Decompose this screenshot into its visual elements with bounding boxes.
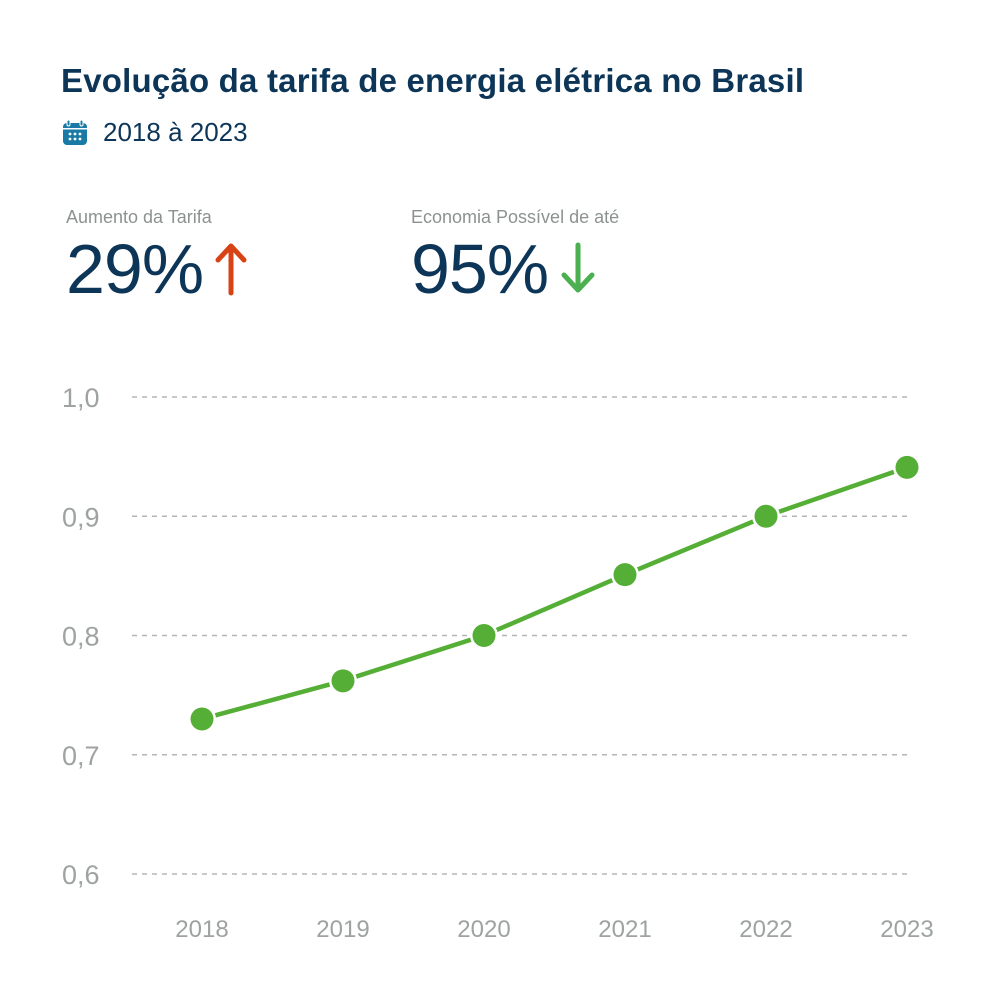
arrow-down-icon (561, 242, 595, 293)
kpi-tariff-increase: Aumento da Tarifa 29% (66, 207, 247, 304)
line-segment (624, 514, 767, 577)
kpi-label: Economia Possível de até (411, 207, 620, 227)
y-tick-label: 0,7 (62, 741, 100, 771)
period-row: 2018 à 2023 (61, 117, 248, 148)
line-segment (765, 465, 908, 519)
data-point (754, 504, 778, 528)
x-tick-label: 2021 (598, 916, 651, 943)
line-segment (342, 633, 485, 683)
data-point (613, 563, 637, 587)
y-axis-ticks: 1,0 0,9 0,8 0,7 0,6 (62, 383, 100, 890)
series-line (201, 465, 908, 722)
data-point (331, 669, 355, 693)
x-tick-label: 2022 (739, 916, 792, 943)
line-segment (483, 572, 626, 638)
kpi-value: 95% (411, 230, 549, 308)
x-axis-ticks: 2018 2019 2020 2021 2022 2023 (175, 916, 933, 943)
calendar-icon (63, 119, 87, 145)
page-title: Evolução da tarifa de energia elétrica n… (61, 62, 805, 99)
kpi-possible-savings: Economia Possível de até 95% (411, 207, 619, 304)
y-tick-label: 1,0 (62, 383, 100, 413)
series-points (188, 453, 921, 733)
x-tick-label: 2023 (880, 916, 933, 943)
y-tick-label: 0,6 (62, 860, 100, 890)
gridlines (132, 396, 907, 875)
x-tick-label: 2018 (175, 916, 228, 943)
data-point (895, 455, 919, 479)
x-tick-label: 2020 (457, 916, 510, 943)
data-point (190, 707, 214, 731)
arrow-up-icon (215, 243, 247, 296)
line-segment (201, 678, 344, 722)
period-text: 2018 à 2023 (103, 117, 248, 147)
y-tick-label: 0,8 (62, 622, 100, 652)
data-point (472, 624, 496, 647)
kpi-value: 29% (66, 230, 204, 308)
kpi-label: Aumento da Tarifa (66, 207, 212, 227)
y-tick-label: 0,9 (62, 502, 100, 532)
x-tick-label: 2019 (316, 916, 369, 943)
